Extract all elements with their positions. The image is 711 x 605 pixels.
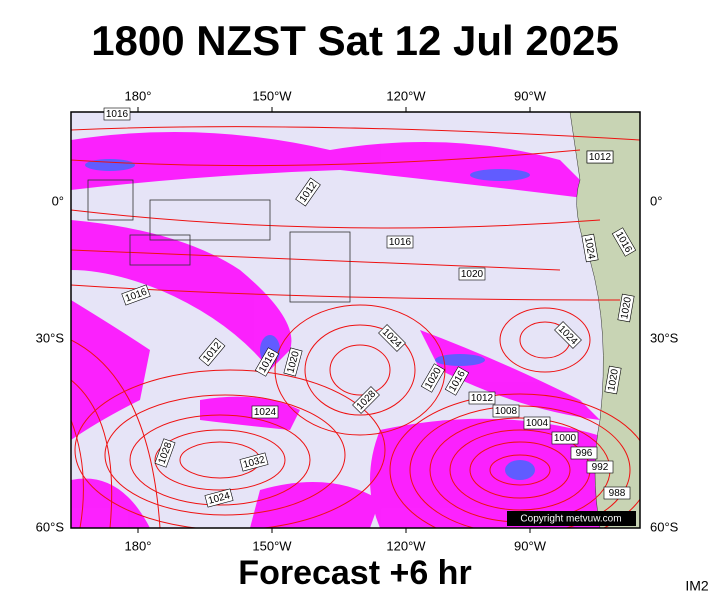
isobar-label-box — [604, 365, 622, 395]
isobar-label: 1008 — [495, 406, 518, 417]
isobar-label-group: 1016 — [386, 235, 414, 249]
map-frame — [70, 111, 641, 529]
isobar-label-box — [251, 405, 279, 419]
isobar-label-group: 1020 — [458, 267, 486, 281]
isobar-label-box — [523, 416, 551, 430]
isobar-label-box — [603, 486, 631, 500]
longitude-label: 150°W — [252, 88, 292, 103]
isobar-label-box — [554, 321, 582, 349]
isobar-label-box — [204, 488, 234, 508]
isobar-label-box — [283, 347, 303, 377]
isobar-label: 1012 — [589, 152, 612, 163]
copyright: Copyright metvuw.com — [520, 514, 621, 525]
isobar-label: 1000 — [554, 433, 577, 444]
longitude-label: 90°W — [514, 538, 547, 553]
isobar-label-group: 1012 — [586, 150, 614, 164]
isobar-label: 988 — [609, 488, 626, 499]
isobar-label-box — [386, 235, 414, 249]
isobar-label: 1020 — [606, 368, 621, 392]
isobar-label-box — [617, 293, 635, 323]
latitude-label: 60°S — [36, 519, 65, 534]
longitude-label: 180° — [125, 88, 152, 103]
isobar-label-box — [586, 460, 614, 474]
product-code: IM2 — [685, 578, 709, 594]
isobar-label-box — [611, 227, 637, 257]
isobar-label-group: 1004 — [523, 416, 551, 430]
isobar-label-group: 992 — [586, 460, 614, 474]
isobar-label-group: 996 — [570, 446, 598, 460]
isobar-label-box — [492, 404, 520, 418]
latitude-label: 0° — [650, 193, 662, 208]
isobar-label-box — [586, 150, 614, 164]
isobar-label: 1024 — [582, 236, 597, 260]
isobar-label-group: 1024 — [204, 488, 234, 508]
isobar-label-group: 1024 — [581, 233, 599, 263]
isobar-label-box — [154, 438, 176, 468]
isobar-label: 1024 — [254, 407, 277, 418]
isobar-label-box — [198, 337, 226, 367]
isobar-label: 1012 — [471, 393, 494, 404]
isobar-label-box — [581, 233, 599, 263]
isobar-label: 1004 — [526, 418, 549, 429]
isobar-label-box — [551, 431, 579, 445]
isobar-label: 1016 — [106, 109, 129, 120]
isobar-label: 992 — [592, 462, 609, 473]
isobar-label-group: 1012 — [468, 391, 496, 405]
isobar-label-group: 1000 — [551, 431, 579, 445]
latitude-label: 30°S — [650, 330, 679, 345]
isobar-label-group: 1008 — [492, 404, 520, 418]
title: 1800 NZST Sat 12 Jul 2025 — [91, 17, 619, 64]
latitude-label: 60°S — [650, 519, 679, 534]
latitude-label: 30°S — [36, 330, 65, 345]
isobar-label-box — [468, 391, 496, 405]
isobar-label-box — [420, 363, 446, 393]
latitude-label: 0° — [52, 193, 64, 208]
isobar-label: 1020 — [619, 296, 634, 320]
isobar-label-box — [458, 267, 486, 281]
isobar-label: 1016 — [389, 237, 412, 248]
isobar-label-group: 1016 — [103, 107, 131, 121]
longitude-label: 150°W — [252, 538, 292, 553]
isobar-label-box — [254, 347, 280, 377]
longitude-label: 90°W — [514, 88, 547, 103]
isobar-label-group: 988 — [603, 486, 631, 500]
isobar-label-box — [352, 386, 380, 414]
longitude-label: 120°W — [386, 538, 426, 553]
isobar-label-group: 1024 — [251, 405, 279, 419]
isobar-label-box — [378, 324, 406, 352]
isobar-label: 996 — [576, 448, 593, 459]
longitude-label: 120°W — [386, 88, 426, 103]
isobar-label-box — [121, 284, 151, 306]
isobar-label: 1020 — [461, 269, 484, 280]
isobar-label-box — [103, 107, 131, 121]
isobar-label-group: 1032 — [239, 452, 269, 472]
isobar-label-group: 1020 — [283, 347, 303, 377]
isobar-label-group: 1020 — [604, 365, 622, 395]
copyright-box — [507, 511, 636, 526]
isobar-label-box — [239, 452, 269, 472]
longitude-label: 180° — [125, 538, 152, 553]
isobar-label-box — [444, 366, 470, 396]
isobar-label-box — [295, 177, 321, 207]
isobar-label-box — [570, 446, 598, 460]
footer: Forecast +6 hr — [238, 554, 471, 592]
isobar-label-group: 1020 — [617, 293, 635, 323]
